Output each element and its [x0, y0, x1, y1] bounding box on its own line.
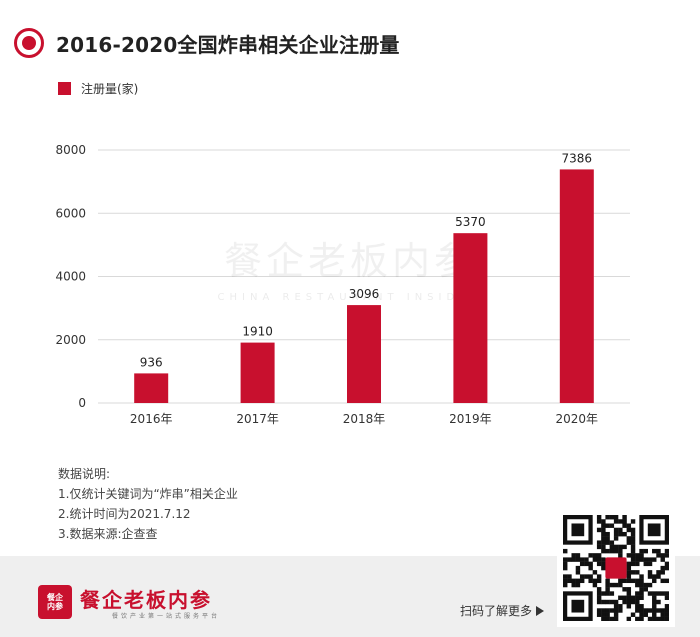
labels: 0 2000 4000 6000 8000 936 2016年 1910 2017年 3096 20… — [55, 143, 598, 426]
x-tick-label: 2016年 — [130, 412, 173, 426]
bars — [134, 169, 594, 403]
y-tick-label: 6000 — [55, 206, 86, 220]
bar — [453, 233, 488, 403]
notes-item: 1.仅统计关键词为“炸串”相关企业 — [58, 487, 238, 501]
chart-header: 2016-2020全国炸串相关企业注册量 — [14, 26, 400, 60]
brand-slogan: 餐饮产业第一站式服务平台 — [112, 613, 221, 620]
arrow-right-icon — [536, 605, 545, 616]
brand-logo: 餐企 内参 — [38, 585, 72, 619]
scan-prompt[interactable]: 扫码了解更多 — [460, 602, 545, 619]
watermark-text: 餐企老板内参 — [224, 239, 476, 283]
x-tick-label: 2020年 — [556, 412, 599, 426]
y-tick-label: 0 — [78, 396, 86, 410]
notes-item: 3.数据来源:企查查 — [58, 527, 158, 541]
x-tick-label: 2017年 — [236, 412, 279, 426]
chart-title: 2016-2020全国炸串相关企业注册量 — [56, 32, 400, 57]
watermark: 餐企老板内参 CHINA RESTAURANT INSIDER — [218, 239, 483, 303]
watermark-subtext: CHINA RESTAURANT INSIDER — [218, 292, 483, 303]
data-label: 7386 — [562, 151, 593, 165]
data-label: 1910 — [242, 325, 273, 339]
bar — [347, 305, 381, 403]
y-tick-label: 8000 — [55, 143, 86, 157]
notes-item: 2.统计时间为2021.7.12 — [58, 507, 191, 521]
legend-label: 注册量(家) — [81, 82, 139, 96]
y-tick-label: 4000 — [55, 270, 86, 284]
data-notes: 数据说明: 1.仅统计关键词为“炸串”相关企业 2.统计时间为2021.7.12… — [58, 464, 238, 544]
y-tick-label: 2000 — [55, 333, 86, 347]
bar — [559, 169, 594, 403]
bar — [240, 342, 275, 403]
x-tick-label: 2019年 — [449, 412, 492, 426]
bar-chart: 餐企老板内参 CHINA RESTAURANT INSIDER 0 2000 400… — [55, 143, 630, 426]
data-label: 3096 — [349, 287, 380, 301]
qr-logo — [605, 557, 627, 579]
legend-swatch — [58, 82, 71, 95]
bar — [134, 373, 169, 403]
qr-code-icon — [563, 515, 669, 621]
x-tick-label: 2018年 — [343, 412, 386, 426]
legend: 注册量(家) — [58, 80, 138, 97]
scan-text: 扫码了解更多 — [460, 604, 533, 618]
data-label: 5370 — [455, 215, 486, 229]
qr-code[interactable] — [557, 509, 675, 627]
target-icon — [14, 28, 44, 58]
data-label: 936 — [140, 355, 163, 369]
brand-name: 餐企老板内参 — [80, 588, 212, 612]
notes-heading: 数据说明: — [58, 467, 111, 481]
